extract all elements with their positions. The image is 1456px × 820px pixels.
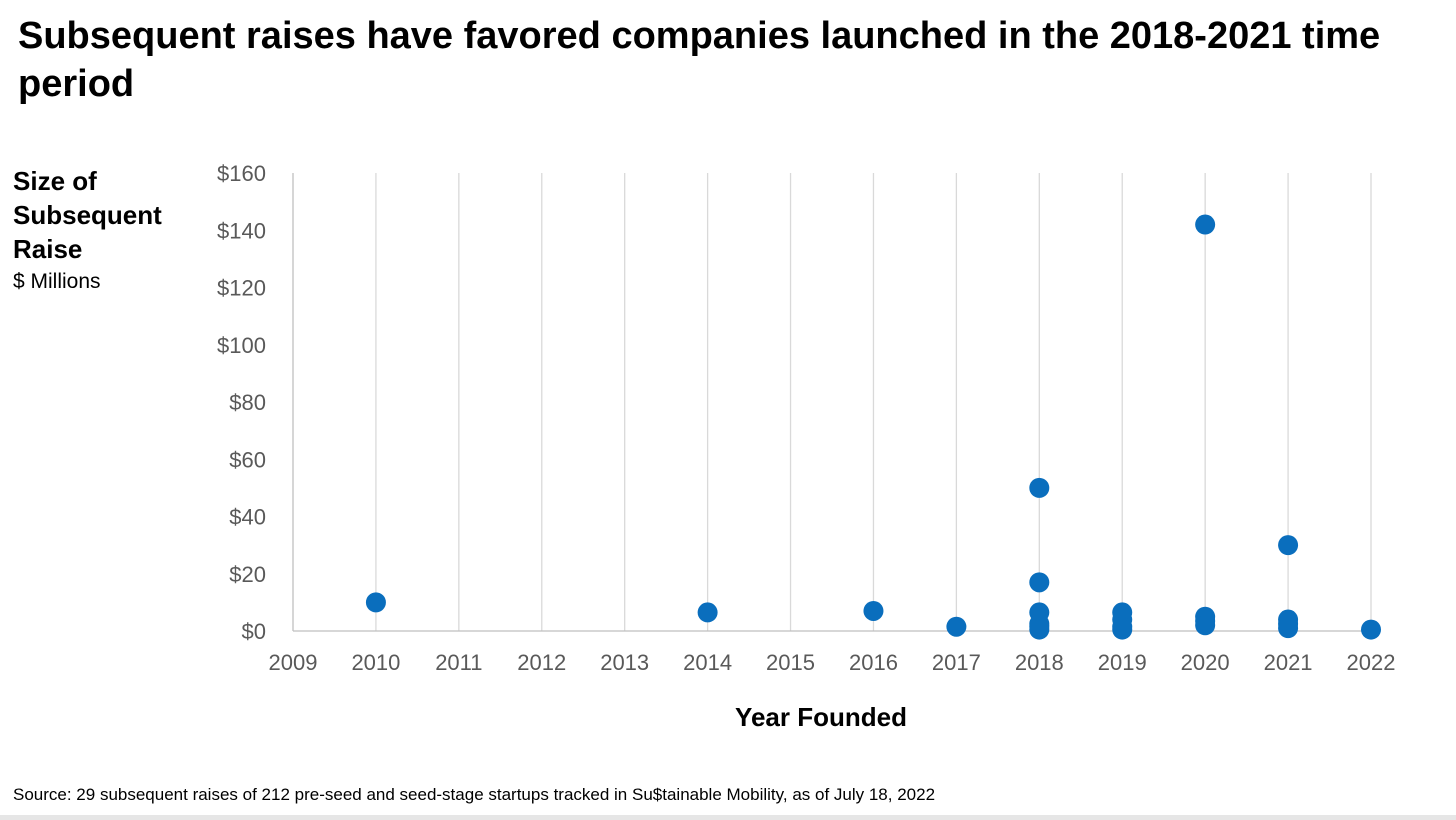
x-tick-label: 2022 bbox=[1347, 650, 1396, 675]
chart-title: Subsequent raises have favored companies… bbox=[18, 15, 1381, 105]
x-tick-label: 2019 bbox=[1098, 650, 1147, 675]
y-axis-unit: $ Millions bbox=[13, 270, 101, 293]
data-point bbox=[1195, 615, 1216, 636]
y-tick-label: $120 bbox=[217, 276, 266, 301]
x-tick-label: 2015 bbox=[766, 650, 815, 675]
data-point bbox=[1029, 619, 1050, 640]
tick-labels: 2009 2010 2011 2012 2013 2014 2015 2016 2017 2018… bbox=[217, 161, 1395, 675]
x-tick-label: 2010 bbox=[351, 650, 400, 675]
data-point bbox=[1112, 619, 1133, 640]
data-point bbox=[697, 602, 718, 623]
x-tick-label: 2017 bbox=[932, 650, 981, 675]
x-axis-label: Year Founded bbox=[735, 702, 907, 732]
data-point bbox=[1361, 619, 1381, 640]
y-tick-label: $40 bbox=[229, 505, 266, 530]
data-point bbox=[863, 600, 884, 621]
x-tick-label: 2009 bbox=[269, 650, 318, 675]
x-tick-label: 2011 bbox=[435, 650, 482, 675]
data-point bbox=[1195, 214, 1216, 235]
data-point bbox=[1029, 572, 1050, 593]
y-tick-label: $100 bbox=[217, 333, 266, 358]
y-axis-label: Size of Subsequent Raise bbox=[13, 166, 162, 264]
y-tick-label: $140 bbox=[217, 218, 266, 243]
x-tick-label: 2012 bbox=[517, 650, 566, 675]
x-tick-label: 2016 bbox=[849, 650, 898, 675]
gridlines bbox=[375, 173, 1372, 631]
data-point bbox=[365, 592, 386, 613]
x-tick-label: 2021 bbox=[1264, 650, 1313, 675]
y-tick-label: $160 bbox=[217, 161, 266, 186]
data-points bbox=[365, 214, 1381, 640]
source-note: Source: 29 subsequent raises of 212 pre-… bbox=[13, 785, 936, 804]
y-tick-label: $60 bbox=[229, 447, 266, 472]
axes bbox=[292, 173, 1371, 632]
data-point bbox=[1029, 477, 1050, 498]
data-point bbox=[1278, 535, 1299, 556]
bottom-divider bbox=[0, 815, 1456, 820]
data-point bbox=[1278, 618, 1299, 639]
x-tick-label: 2020 bbox=[1181, 650, 1230, 675]
x-tick-label: 2013 bbox=[600, 650, 649, 675]
y-tick-label: $0 bbox=[242, 619, 266, 644]
y-tick-label: $20 bbox=[229, 562, 266, 587]
x-tick-label: 2014 bbox=[683, 650, 732, 675]
data-point bbox=[946, 616, 967, 637]
x-tick-label: 2018 bbox=[1015, 650, 1064, 675]
y-tick-label: $80 bbox=[229, 390, 266, 415]
